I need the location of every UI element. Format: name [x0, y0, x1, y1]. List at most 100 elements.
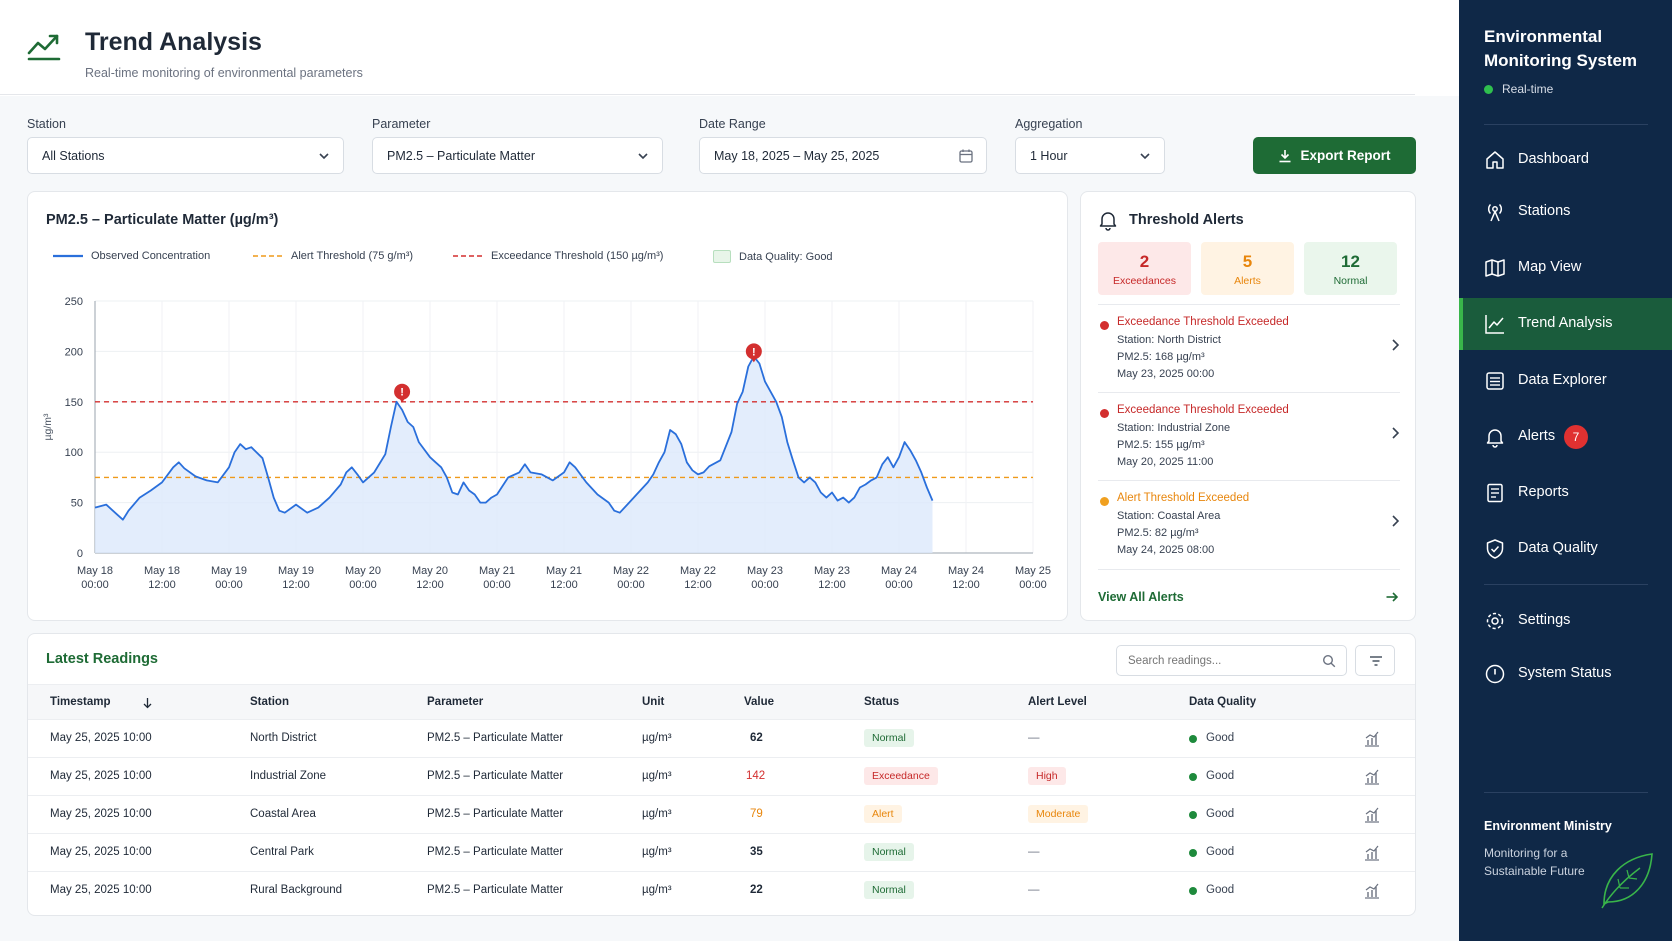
x-tick-date: May 19	[278, 565, 314, 577]
trend-chart: 0 50 100 150 200 250 May 18 00:00 May 18 12:00 May…	[42, 296, 1051, 591]
alerts-label: Alerts	[1234, 275, 1261, 287]
cell-alert-level: —	[1028, 846, 1040, 858]
nav-item-trend-analysis[interactable]: Trend Analysis	[1459, 298, 1672, 350]
sort-down-icon[interactable]	[142, 697, 153, 709]
nav-item-data-explorer[interactable]: Data Explorer	[1459, 355, 1672, 407]
view-chart-icon[interactable]	[1364, 769, 1380, 785]
view-chart-icon[interactable]	[1364, 845, 1380, 861]
peak-marker	[394, 383, 411, 400]
x-tick-time: 12:00	[416, 579, 444, 591]
shield-icon	[1486, 539, 1504, 559]
arrow-right-icon[interactable]	[1385, 590, 1399, 604]
cell-value: 22	[750, 884, 763, 896]
alert-item[interactable]: Exceedance Threshold Exceeded Station: I…	[1081, 392, 1417, 480]
gear-icon	[1486, 612, 1504, 630]
x-tick-time: 00:00	[215, 579, 243, 591]
alert-item-time: May 20, 2025 11:00	[1117, 456, 1214, 468]
view-chart-icon[interactable]	[1364, 731, 1380, 747]
nav-item-stations[interactable]: Stations	[1459, 186, 1672, 238]
cell-unit: µg/m³	[642, 808, 672, 820]
status-badge: Exceedance	[864, 767, 938, 785]
alert-level-badge: High	[1028, 767, 1066, 785]
cell-value: 79	[750, 808, 763, 820]
aggregation-select[interactable]: 1 Hour	[1015, 137, 1165, 174]
exceedances-label: Exceedances	[1112, 275, 1177, 287]
date-range-value: May 18, 2025 – May 25, 2025	[714, 148, 880, 163]
col-parameter[interactable]: Parameter	[427, 696, 484, 708]
parameter-select-value: PM2.5 – Particulate Matter	[387, 148, 535, 163]
x-tick-date: May 22	[680, 565, 716, 577]
cell-value: 142	[746, 770, 766, 782]
search-readings-input[interactable]	[1128, 654, 1308, 667]
export-report-button[interactable]: Export Report	[1253, 137, 1416, 174]
x-tick-date: May 18	[144, 565, 180, 577]
alert-level-badge: Moderate	[1028, 805, 1089, 823]
parameter-select[interactable]: PM2.5 – Particulate Matter	[372, 137, 663, 174]
nav-item-system-status[interactable]: System Status	[1459, 648, 1672, 700]
alert-item-value: PM2.5: 168 µg/m³	[1117, 351, 1205, 363]
legend-data-quality: Data Quality: Good	[713, 250, 833, 263]
table-row[interactable]: May 25, 2025 10:00 North District PM2.5 …	[28, 720, 1415, 758]
main-area: Trend Analysis Real-time monitoring of e…	[0, 0, 1459, 916]
nav-item-settings[interactable]: Settings	[1459, 595, 1672, 647]
report-icon	[1487, 483, 1503, 503]
col-station[interactable]: Station	[250, 696, 289, 708]
series-line	[94, 355, 934, 521]
alerts-summary[interactable]: 5 Alerts	[1201, 242, 1294, 295]
nav-item-dashboard[interactable]: Dashboard	[1459, 134, 1672, 186]
col-data-quality[interactable]: Data Quality	[1189, 696, 1257, 708]
x-tick-time: 00:00	[349, 579, 377, 591]
station-select[interactable]: All Stations	[27, 137, 344, 174]
nav-item-label: Settings	[1518, 612, 1571, 628]
view-chart-icon[interactable]	[1364, 807, 1380, 823]
cell-unit: µg/m³	[642, 846, 672, 858]
nav-item-reports[interactable]: Reports	[1459, 467, 1672, 519]
nav-item-alerts[interactable]: Alerts 7	[1459, 411, 1672, 463]
col-alert-level[interactable]: Alert Level	[1028, 696, 1087, 708]
filter-button[interactable]	[1355, 645, 1395, 676]
nav-item-label: System Status	[1518, 665, 1612, 681]
cell-timestamp: May 25, 2025 10:00	[50, 770, 152, 782]
search-readings-field[interactable]	[1116, 645, 1347, 676]
nav-item-map-view[interactable]: Map View	[1459, 242, 1672, 294]
date-range-picker[interactable]: May 18, 2025 – May 25, 2025	[699, 137, 987, 174]
x-tick-date: May 22	[613, 565, 649, 577]
threshold-alerts-card: Threshold Alerts 2 Exceedances 5 Alerts …	[1080, 191, 1416, 621]
table-row[interactable]: May 25, 2025 10:00 Industrial Zone PM2.5…	[28, 758, 1415, 796]
table-row[interactable]: May 25, 2025 10:00 Coastal Area PM2.5 – …	[28, 796, 1415, 834]
col-timestamp[interactable]: Timestamp	[50, 696, 111, 708]
export-button-label: Export Report	[1300, 148, 1391, 163]
nav-item-data-quality[interactable]: Data Quality	[1459, 523, 1672, 575]
divider	[1098, 304, 1400, 305]
exceedances-summary[interactable]: 2 Exceedances	[1098, 242, 1191, 295]
legend-exceedance-label: Exceedance Threshold (150 µg/m³)	[491, 250, 664, 262]
view-chart-icon[interactable]	[1364, 883, 1380, 899]
leaf-icon	[1601, 853, 1653, 909]
x-tick-time: 00:00	[81, 579, 109, 591]
table-row[interactable]: May 25, 2025 10:00 Central Park PM2.5 – …	[28, 834, 1415, 872]
page-header: Trend Analysis Real-time monitoring of e…	[0, 0, 1459, 96]
col-status[interactable]: Status	[864, 696, 900, 708]
table-row[interactable]: May 25, 2025 10:00 Rural Background PM2.…	[28, 872, 1415, 910]
cell-station: Central Park	[250, 846, 314, 858]
legend-observed-label: Observed Concentration	[91, 250, 211, 262]
alert-item[interactable]: Alert Threshold Exceeded Station: Coasta…	[1081, 480, 1417, 568]
legend-alert-label: Alert Threshold (75 g/m³)	[291, 250, 414, 262]
cell-timestamp: May 25, 2025 10:00	[50, 884, 152, 896]
station-select-value: All Stations	[42, 148, 105, 163]
x-tick-time: 00:00	[483, 579, 511, 591]
view-all-alerts-link[interactable]: View All Alerts	[1098, 590, 1184, 604]
col-unit[interactable]: Unit	[642, 696, 665, 708]
cell-timestamp: May 25, 2025 10:00	[50, 846, 152, 858]
alert-item-title: Exceedance Threshold Exceeded	[1117, 316, 1289, 328]
alert-item-value: PM2.5: 155 µg/m³	[1117, 439, 1205, 451]
alert-item[interactable]: Exceedance Threshold Exceeded Station: N…	[1081, 304, 1417, 392]
divider	[1098, 392, 1400, 393]
parameter-filter-label: Parameter	[372, 117, 431, 131]
x-tick-time: 12:00	[684, 579, 712, 591]
alert-item-value: PM2.5: 82 µg/m³	[1117, 527, 1199, 539]
normal-summary[interactable]: 12 Normal	[1304, 242, 1397, 295]
x-tick-time: 00:00	[885, 579, 913, 591]
nav-item-label: Data Explorer	[1518, 372, 1607, 388]
col-value[interactable]: Value	[744, 696, 775, 708]
